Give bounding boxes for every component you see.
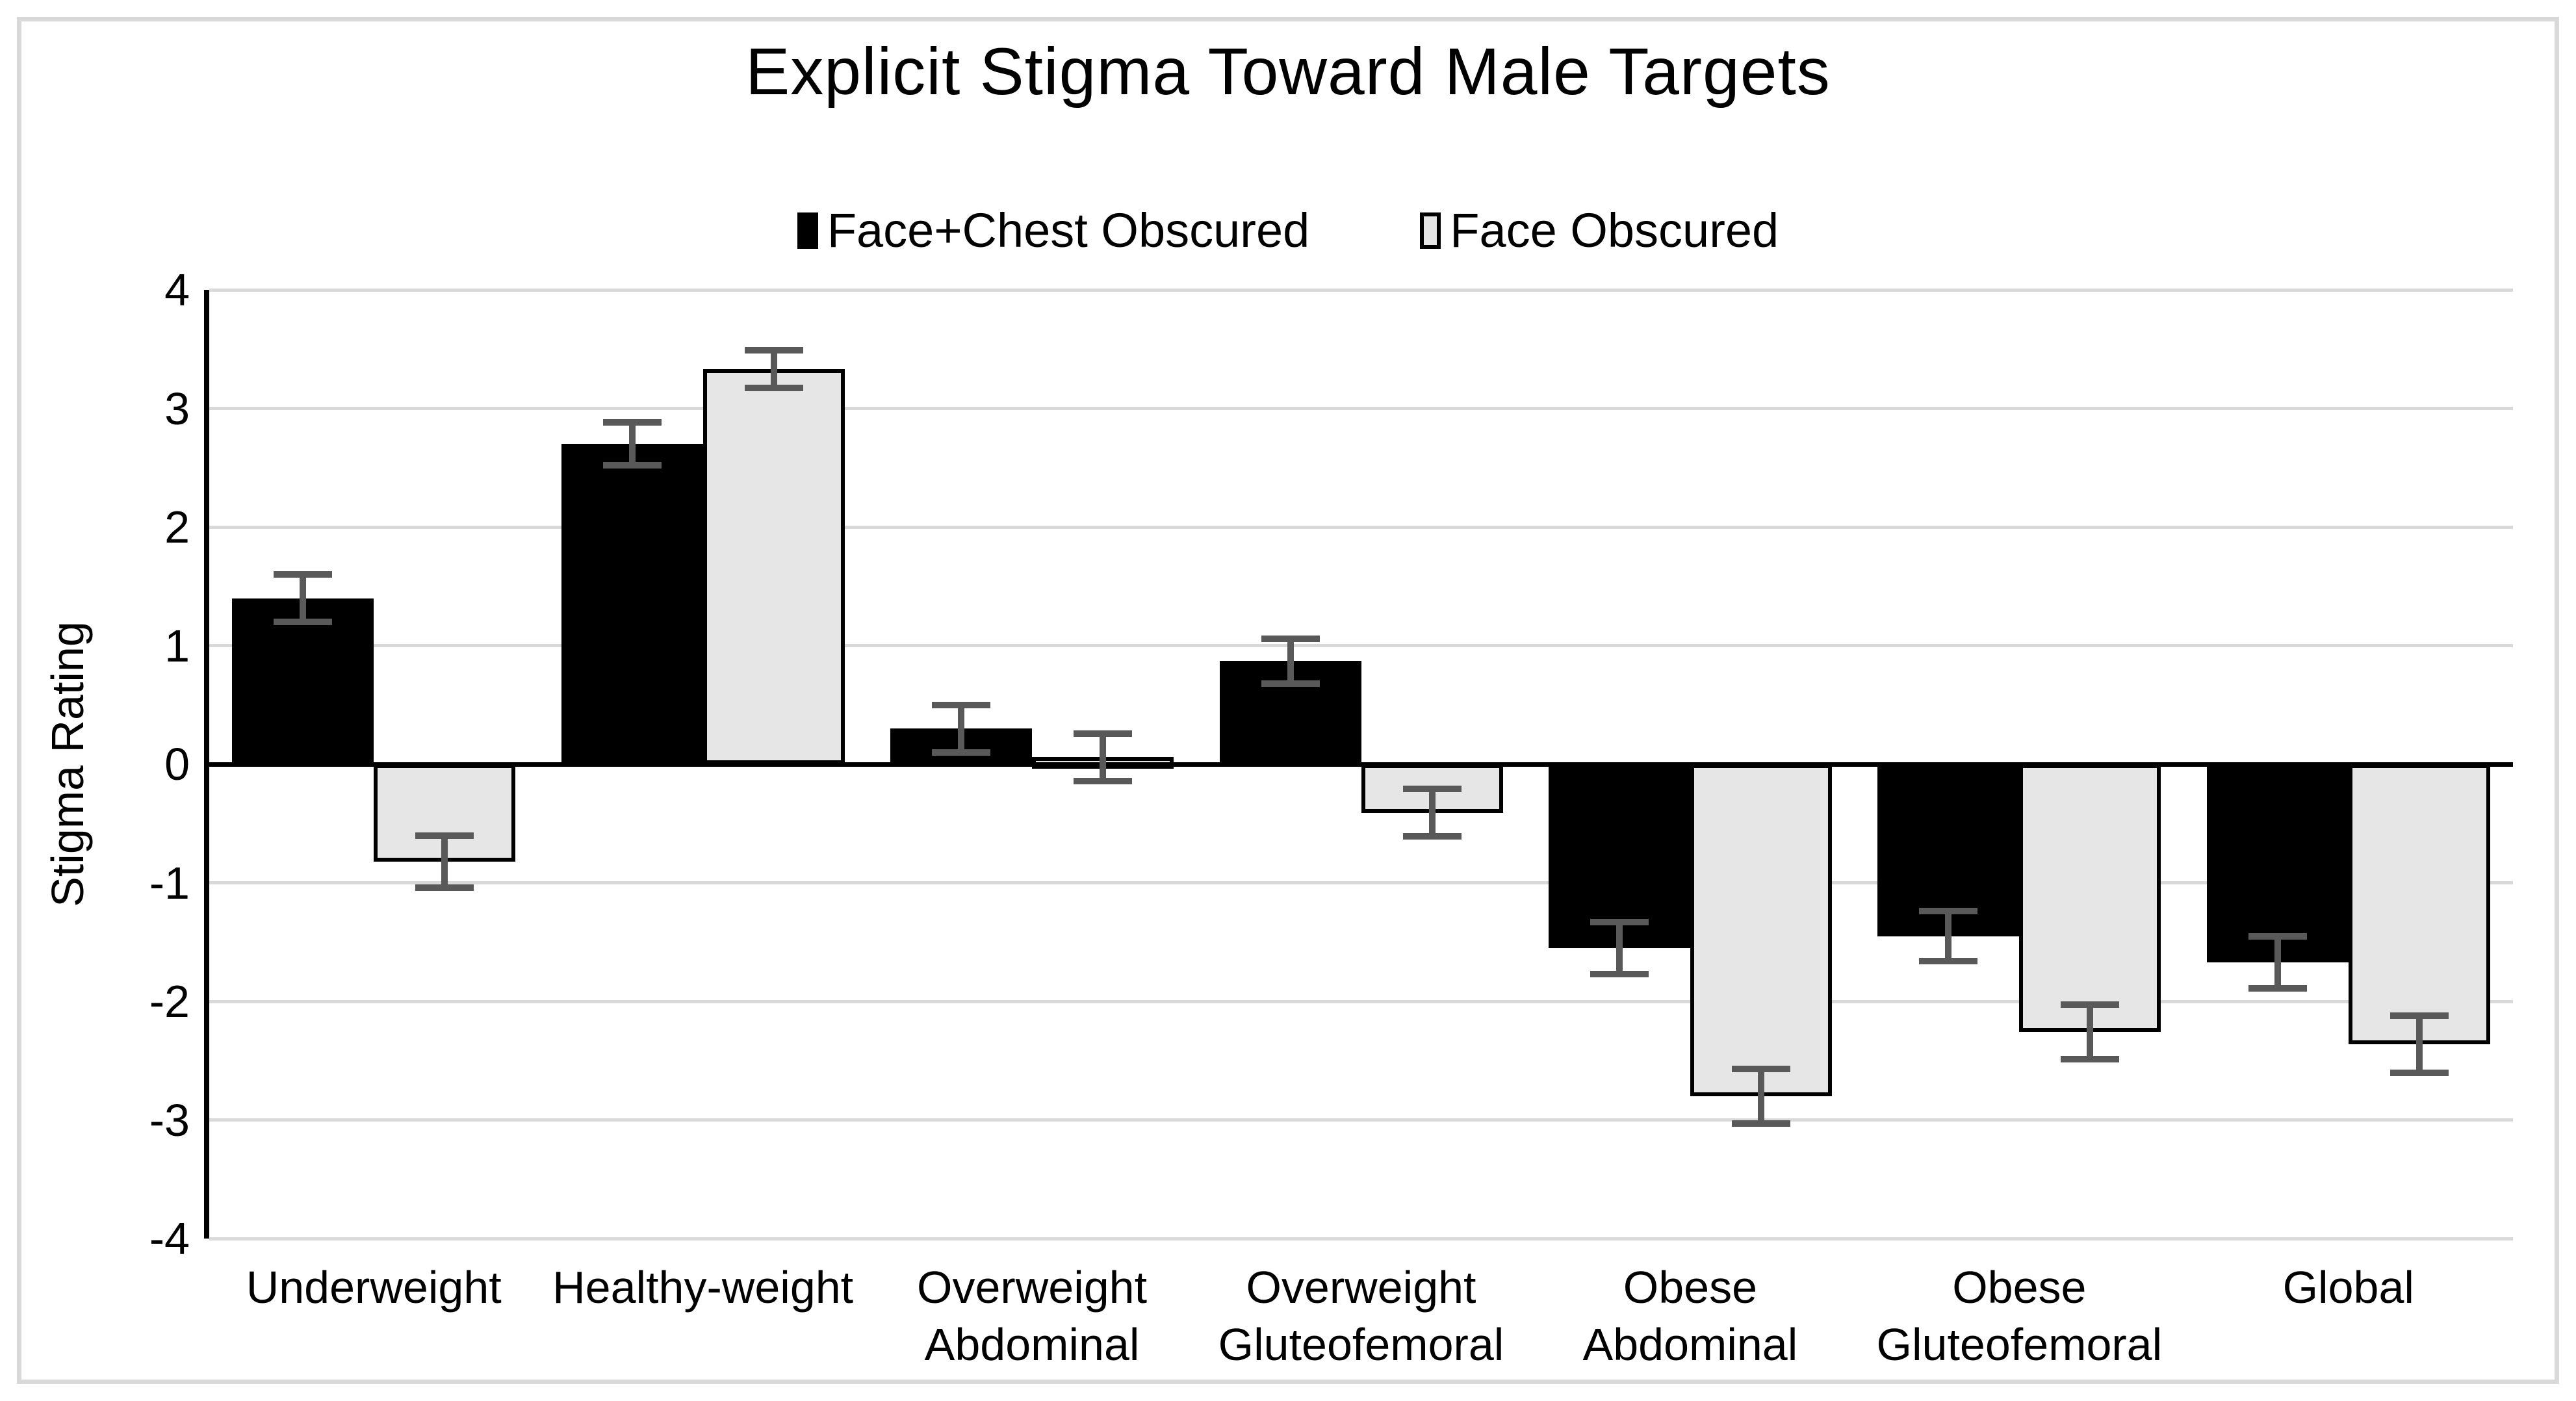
error-bar-cap [1731,1120,1790,1127]
legend-label: Face+Chest Obscured [827,203,1310,257]
error-bar [1945,911,1952,961]
category-label: Overweight Abdominal [917,1262,1148,1370]
error-bar-cap [932,749,991,756]
y-tick-label: -2 [149,976,190,1027]
error-bar-cap [2389,1069,2449,1076]
legend-label: Face Obscured [1450,203,1779,257]
error-bar [770,350,777,389]
error-bar [2087,1005,2094,1060]
bar-face-chest-obscured [561,444,703,764]
bar-face-obscured [702,369,845,764]
error-bar-cap [274,619,333,625]
gridline [209,881,2513,884]
error-bar-cap [1261,680,1320,687]
error-bar-cap [2061,1001,2120,1009]
error-bar-cap [2248,932,2307,940]
error-bar [628,422,636,466]
y-tick-label: 2 [164,502,190,552]
error-bar [1100,733,1107,781]
category-label: Obese Gluteofemoral [1876,1262,2163,1370]
zero-line [209,762,2513,767]
bar-face-obscured [1690,764,1832,1096]
category-label: Overweight Gluteofemoral [1218,1262,1504,1370]
gridline [209,407,2513,410]
error-bar [958,704,965,752]
legend-swatch-gray-icon [1420,212,1441,249]
error-bar-cap [1074,777,1133,784]
bar-face-obscured [2019,764,2161,1033]
bar-face-obscured [2348,764,2490,1044]
bar-face-chest-obscured [1877,764,2020,936]
error-bar [300,574,307,622]
gridline [209,1118,2513,1122]
legend-item-face-obscured: Face Obscured [1420,203,1779,258]
chart-title: Explicit Stigma Toward Male Targets [745,34,1831,109]
error-bar [1428,789,1436,837]
y-tick-label: -3 [149,1094,190,1146]
legend: Face+Chest Obscured Face Obscured [0,203,2576,258]
bar-face-chest-obscured [232,598,374,764]
category-label: Global [2282,1262,2414,1313]
error-bar-cap [932,701,991,708]
error-bar [2415,1015,2423,1073]
error-bar-cap [2248,984,2307,992]
y-tick-label: 4 [164,264,190,315]
category-label: Obese Abdominal [1582,1262,1798,1370]
error-bar [2274,936,2281,988]
error-bar-cap [415,884,474,891]
bar-face-chest-obscured [1548,764,1690,948]
gridline [209,1237,2513,1240]
error-bar [1757,1069,1764,1124]
error-bar-cap [415,832,474,839]
gridline [209,999,2513,1003]
legend-item-face-chest-obscured: Face+Chest Obscured [797,203,1309,258]
y-tick-label: -1 [149,857,190,908]
legend-swatch-black-icon [797,212,818,249]
error-bar-cap [2061,1056,2120,1063]
error-bar-cap [274,571,333,578]
gridline [209,525,2513,529]
error-bar-cap [1590,971,1649,978]
error-bar [1616,921,1623,975]
y-axis-line [204,290,209,1239]
error-bar-cap [1402,833,1462,840]
error-bar-cap [1919,957,1978,964]
y-tick-label: 3 [164,383,190,434]
error-bar-cap [744,385,803,392]
category-label: Underweight [246,1262,502,1313]
error-bar-cap [1261,635,1320,642]
error-bar-cap [1590,918,1649,925]
error-bar-cap [1074,730,1133,737]
error-bar-cap [1731,1066,1790,1073]
y-tick-label: -4 [149,1213,190,1264]
error-bar-cap [744,347,803,354]
gridline [209,644,2513,647]
error-bar-cap [602,419,662,426]
error-bar-cap [1919,908,1978,915]
gridline [209,288,2513,292]
error-bar-cap [2389,1012,2449,1019]
bar-face-chest-obscured [2206,764,2349,962]
error-bar-cap [602,462,662,469]
category-label: Healthy-weight [552,1262,854,1313]
y-tick-label: 0 [164,739,190,790]
y-tick-label: 1 [164,620,190,671]
error-bar [441,835,448,888]
error-bar [1287,638,1294,684]
error-bar-cap [1402,786,1462,793]
